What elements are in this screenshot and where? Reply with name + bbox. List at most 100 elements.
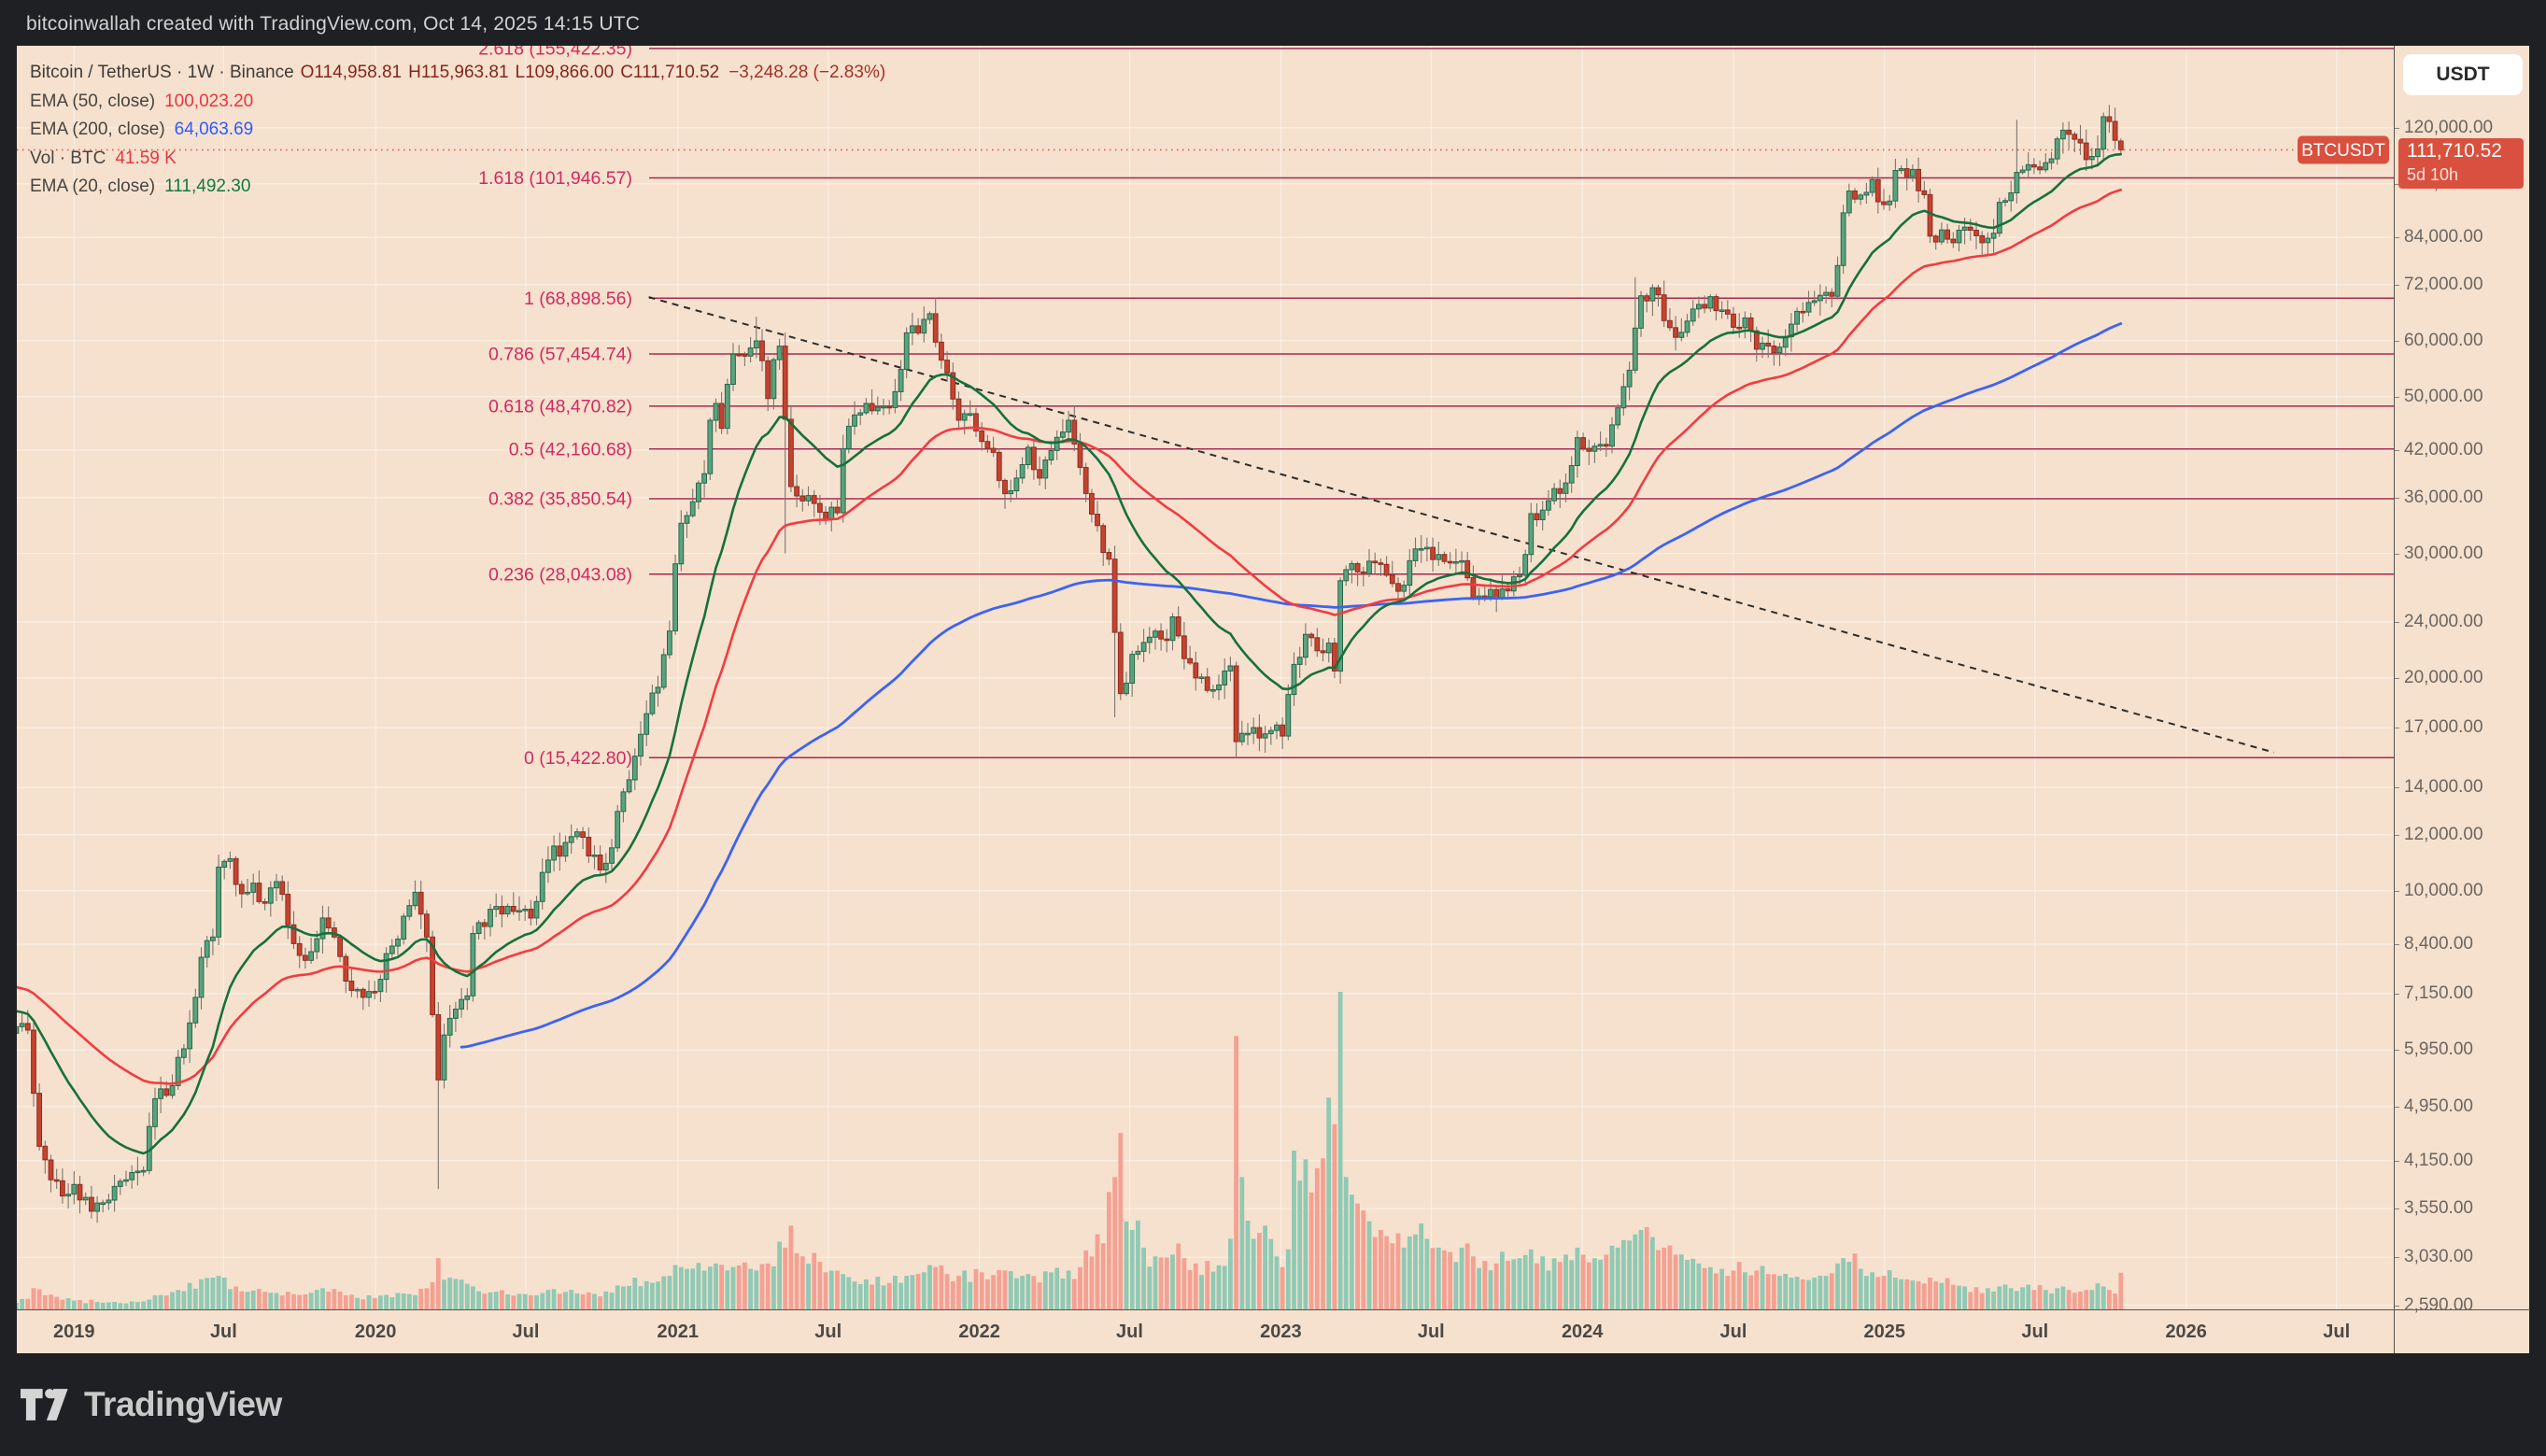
candle-body (1280, 724, 1285, 737)
volume-bar (1609, 1245, 1615, 1309)
price-tick-mark (2395, 890, 2399, 892)
candle-body (2112, 120, 2118, 141)
candle-body (406, 905, 413, 917)
time-tick-label: Jul (1417, 1322, 1445, 1342)
candle-body (840, 447, 846, 514)
candle-body (1765, 342, 1772, 346)
volume-bar (31, 1288, 36, 1309)
candle-body (892, 390, 898, 408)
candle-body (1834, 264, 1841, 297)
candle-body (713, 403, 719, 421)
candle-body (354, 988, 361, 992)
candle-body (210, 936, 216, 941)
volume-bar (1500, 1251, 1505, 1309)
volume-bar (828, 1270, 834, 1309)
chart-canvas[interactable]: BTCUSDT 2.618 (155,422.35) 1.618 (101,946.… (17, 46, 2394, 1309)
volume-bar (852, 1281, 857, 1309)
candle-body (1267, 729, 1274, 735)
volume-bar (812, 1252, 817, 1309)
volume-bar (516, 1293, 522, 1309)
volume-bar (361, 1299, 366, 1309)
candle-body (2008, 192, 2015, 202)
volume-bar (748, 1268, 753, 1309)
candle-body (1753, 330, 1760, 350)
candle-body (1360, 571, 1366, 574)
volume-bar (297, 1294, 303, 1309)
candle-body (718, 403, 725, 430)
volume-bar (1477, 1267, 1481, 1309)
candle-body (82, 1196, 89, 1201)
volume-bar (1823, 1276, 1829, 1309)
volume-bar (1904, 1279, 1910, 1309)
volume-bar (632, 1278, 638, 1309)
volume-bar (1719, 1268, 1724, 1309)
candle-body (1204, 676, 1210, 691)
candle-body (788, 418, 794, 488)
ema-50-line[interactable] (17, 189, 2123, 1085)
candle-body (1198, 676, 1205, 680)
volume-bar (985, 1279, 990, 1309)
candle-body (591, 855, 598, 857)
volume-bar (1245, 1221, 1251, 1309)
currency-toggle-button[interactable]: USDT (2403, 54, 2523, 95)
candle-body (1551, 488, 1557, 502)
volume-bar (250, 1290, 256, 1309)
price-tick-label: 120,000.00 (2404, 117, 2494, 137)
candle-body (551, 845, 558, 861)
candle-body (2019, 169, 2026, 174)
candle-body (655, 686, 661, 694)
legend-row-ema200[interactable]: EMA (200, close) 64,063.69 (30, 120, 254, 139)
volume-bar (1685, 1260, 1690, 1309)
price-tick-label: 17,000.00 (2404, 717, 2483, 738)
volume-bar (603, 1291, 609, 1309)
price-axis[interactable]: USDT 120,000.00100,000.0084,000.0072,000… (2394, 46, 2530, 1353)
ema-20-line[interactable] (17, 152, 2123, 1155)
candle-body (1771, 346, 1777, 354)
candle-body (898, 369, 904, 392)
time-tick-label: 2019 (53, 1322, 95, 1342)
volume-bar (644, 1280, 649, 1309)
volume-value: 41.59 K (115, 148, 177, 168)
volume-bar (1251, 1238, 1256, 1309)
price-tick-mark (2395, 677, 2399, 679)
trendline[interactable] (648, 296, 2275, 754)
volume-bar (835, 1270, 840, 1309)
candle-body (1320, 650, 1326, 654)
volume-bar (2015, 1291, 2019, 1309)
candle-body (1412, 548, 1419, 561)
volume-bar (1563, 1254, 1568, 1309)
volume-bar (2060, 1286, 2066, 1309)
legend-row-ema50[interactable]: EMA (50, close) 100,023.20 (30, 91, 254, 111)
volume-bar (1760, 1265, 1765, 1309)
legend-row-volume[interactable]: Vol · BTC 41.59 K (30, 148, 177, 168)
candle-body (1522, 554, 1529, 576)
ohlc-values: O114,958.81 H115,963.81 L109,866.00 C111,71… (294, 63, 720, 82)
volume-bar (1176, 1243, 1181, 1309)
volume-bar (672, 1265, 678, 1309)
legend-row-ema20[interactable]: EMA (20, close) 111,492.30 (30, 177, 251, 196)
candle-body (649, 692, 656, 714)
candle-body (504, 906, 511, 915)
price-tick-label: 24,000.00 (2404, 612, 2483, 631)
tradingview-brand[interactable]: TradingView (21, 1385, 282, 1424)
volume-bar (1875, 1277, 1881, 1309)
legend-symbol-row[interactable]: Bitcoin / TetherUS · 1W · Binance O114,95… (30, 59, 885, 88)
candle-body (620, 791, 627, 813)
volume-bar (1575, 1247, 1580, 1309)
candle-body (1898, 168, 1904, 172)
candle-body (961, 413, 968, 421)
candle-body (2037, 166, 2043, 171)
volume-bar (453, 1279, 459, 1309)
candle-body (1655, 287, 1662, 296)
candle-body (1747, 317, 1754, 332)
tradingview-brand-text[interactable]: TradingView (84, 1385, 282, 1423)
time-axis[interactable]: 2019 Jul 2020 Jul 2021 Jul 2022 Jul 2023 Jul 2024 J… (17, 1309, 2394, 1354)
volume-bar (2066, 1290, 2072, 1309)
volume-bar (857, 1283, 863, 1309)
volume-bar (1037, 1282, 1042, 1309)
volume-bar (1540, 1256, 1546, 1309)
volume-bar (2095, 1283, 2100, 1309)
candle-body (1383, 563, 1390, 576)
volume-bar (1707, 1266, 1713, 1309)
candle-body (24, 1023, 31, 1031)
